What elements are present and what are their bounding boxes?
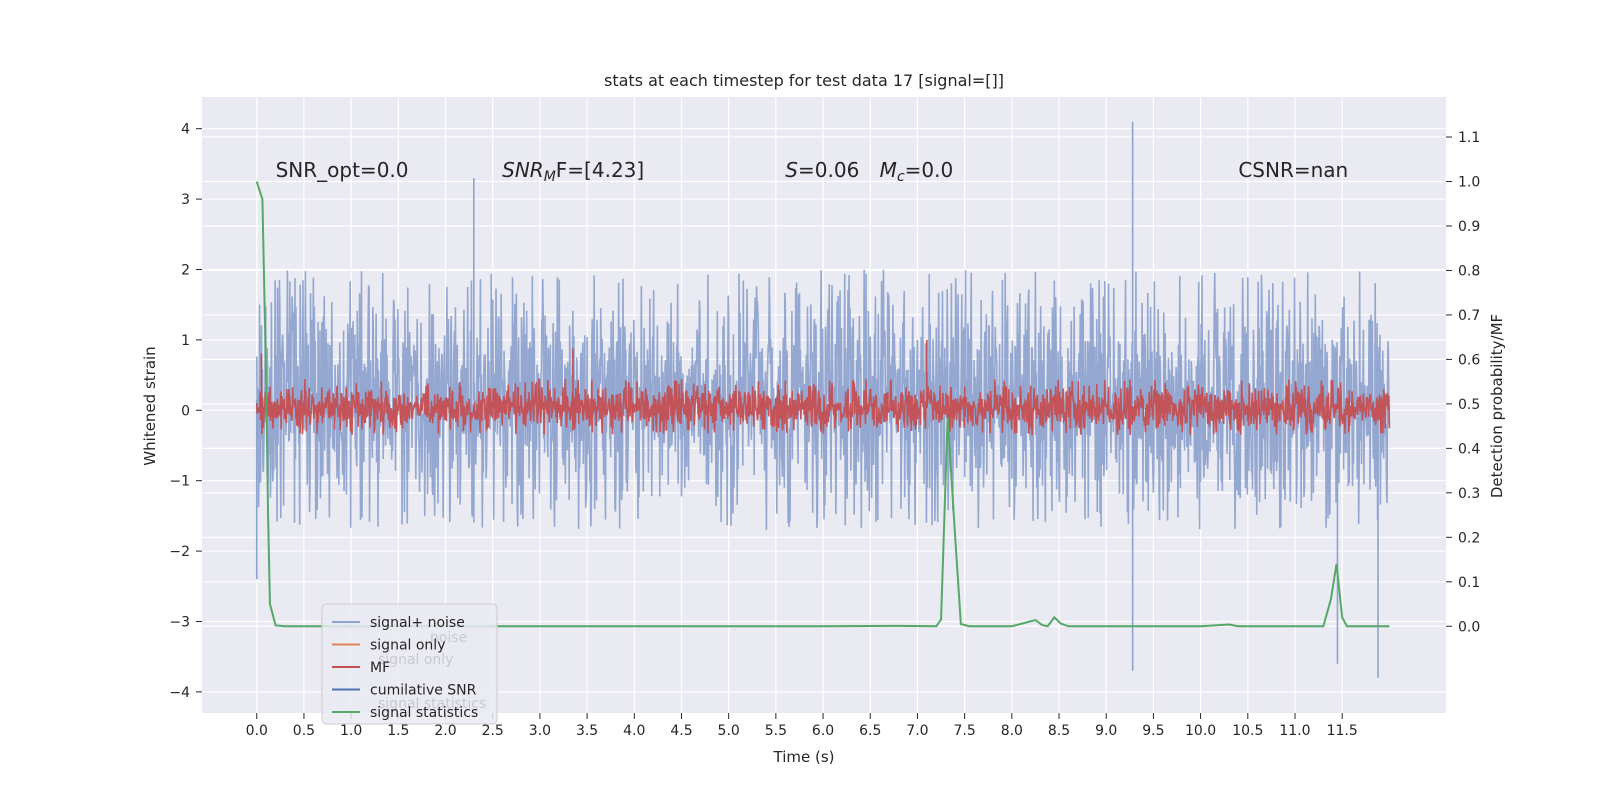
annotation-text: Mc=0.0 [880,158,954,185]
x-tick-label: 1.5 [387,723,409,739]
right-y-tick-label: 0.4 [1458,441,1480,457]
x-tick-label: 6.0 [812,723,834,739]
x-tick-label: 4.5 [670,723,692,739]
legend-ghost-text: noise [430,630,467,646]
legend-ghost-text: signal only [378,652,453,668]
left-y-tick-label: 0 [181,403,190,419]
annotation-text: CSNR=nan [1238,158,1348,182]
right-y-tick-label: 0.9 [1458,219,1480,235]
x-tick-label: 5.5 [765,723,787,739]
left-y-tick-label: 1 [181,333,190,349]
x-tick-label: 0.5 [293,723,315,739]
right-y-tick-label: 0.7 [1458,308,1480,324]
x-tick-label: 5.0 [718,723,740,739]
x-tick-label: 3.5 [576,723,598,739]
signal-noise-line [255,269,1391,530]
legend-box [321,603,498,725]
right-y-tick-label: 0.3 [1458,486,1480,502]
right-y-tick-label: 1.0 [1458,175,1480,191]
left-y-tick-label: −2 [169,544,190,560]
x-tick-label: 9.0 [1095,723,1117,739]
x-tick-label: 9.5 [1142,723,1164,739]
right-y-tick-label: 0.5 [1458,397,1480,413]
left-y-tick-label: 2 [181,262,190,278]
x-tick-label: 11.5 [1327,723,1358,739]
x-tick-label: 10.5 [1232,723,1263,739]
x-tick-label: 7.0 [906,723,928,739]
right-y-tick-label: 0.2 [1458,530,1480,546]
annotation-text: S=0.06 [785,158,859,182]
signal-statistics-line [255,181,1390,628]
x-tick-label: 7.5 [954,723,976,739]
mf-series [255,339,1391,435]
left-y-axis-ticks: −4 −3 −2 −1 0 1 2 3 4 [169,122,202,701]
right-y-tick-label: 1.1 [1458,130,1480,146]
x-tick-label: 10.0 [1185,723,1216,739]
legend-entry: signal+ noise [370,615,465,631]
annotation-text: SNRMF=[4.23] [502,158,644,185]
chart-title: stats at each timestep for test data 17 … [604,71,1004,90]
x-axis-label: Time (s) [773,748,835,766]
x-tick-label: 2.5 [482,723,504,739]
annotation-text: SNR_opt=0.0 [276,158,409,182]
x-tick-label: 2.0 [434,723,456,739]
x-tick-label: 0.0 [246,723,268,739]
legend-ghost-text: signal statistics [378,696,486,712]
left-y-tick-label: −4 [169,685,190,701]
right-y-tick-label: 0.6 [1458,352,1480,368]
left-y-tick-label: −1 [169,474,190,490]
x-tick-label: 8.5 [1048,723,1070,739]
x-tick-label: 11.0 [1279,723,1310,739]
left-y-axis-label: Whitened strain [141,346,159,465]
legend-entry: cumilative SNR [370,683,477,699]
x-tick-label: 1.0 [340,723,362,739]
x-tick-label: 6.5 [859,723,881,739]
annotations: SNR_opt=0.0 SNRMF=[4.23] S=0.06 Mc=0.0 CSNR=… [276,158,1349,185]
right-y-tick-label: 0.1 [1458,575,1480,591]
left-y-tick-label: 3 [181,192,190,208]
legend-entry: signal only [370,638,445,654]
x-tick-label: 8.0 [1001,723,1023,739]
signal-statistics-series [255,181,1390,628]
mf-line [255,378,1391,435]
x-tick-label: 4.0 [623,723,645,739]
right-y-axis-label: Detection probability/MF [1488,314,1506,498]
x-axis-ticks: 0.0 0.5 1.0 1.5 2.0 2.5 3.0 3.5 4.0 4.5 5.0 5.5 6.0 6… [246,713,1358,739]
right-y-tick-label: 0.8 [1458,263,1480,279]
right-y-tick-label: 0.0 [1458,619,1480,635]
legend-entry: signal statistics [370,705,478,721]
left-y-tick-label: 4 [181,122,190,138]
legend-entry: MF [370,660,390,676]
x-tick-label: 3.0 [529,723,551,739]
right-y-axis-ticks: 0.0 0.1 0.2 0.3 0.4 0.5 0.6 0.7 0.8 0.9 1.0 1.1 [1446,130,1480,635]
left-y-tick-label: −3 [169,614,190,630]
